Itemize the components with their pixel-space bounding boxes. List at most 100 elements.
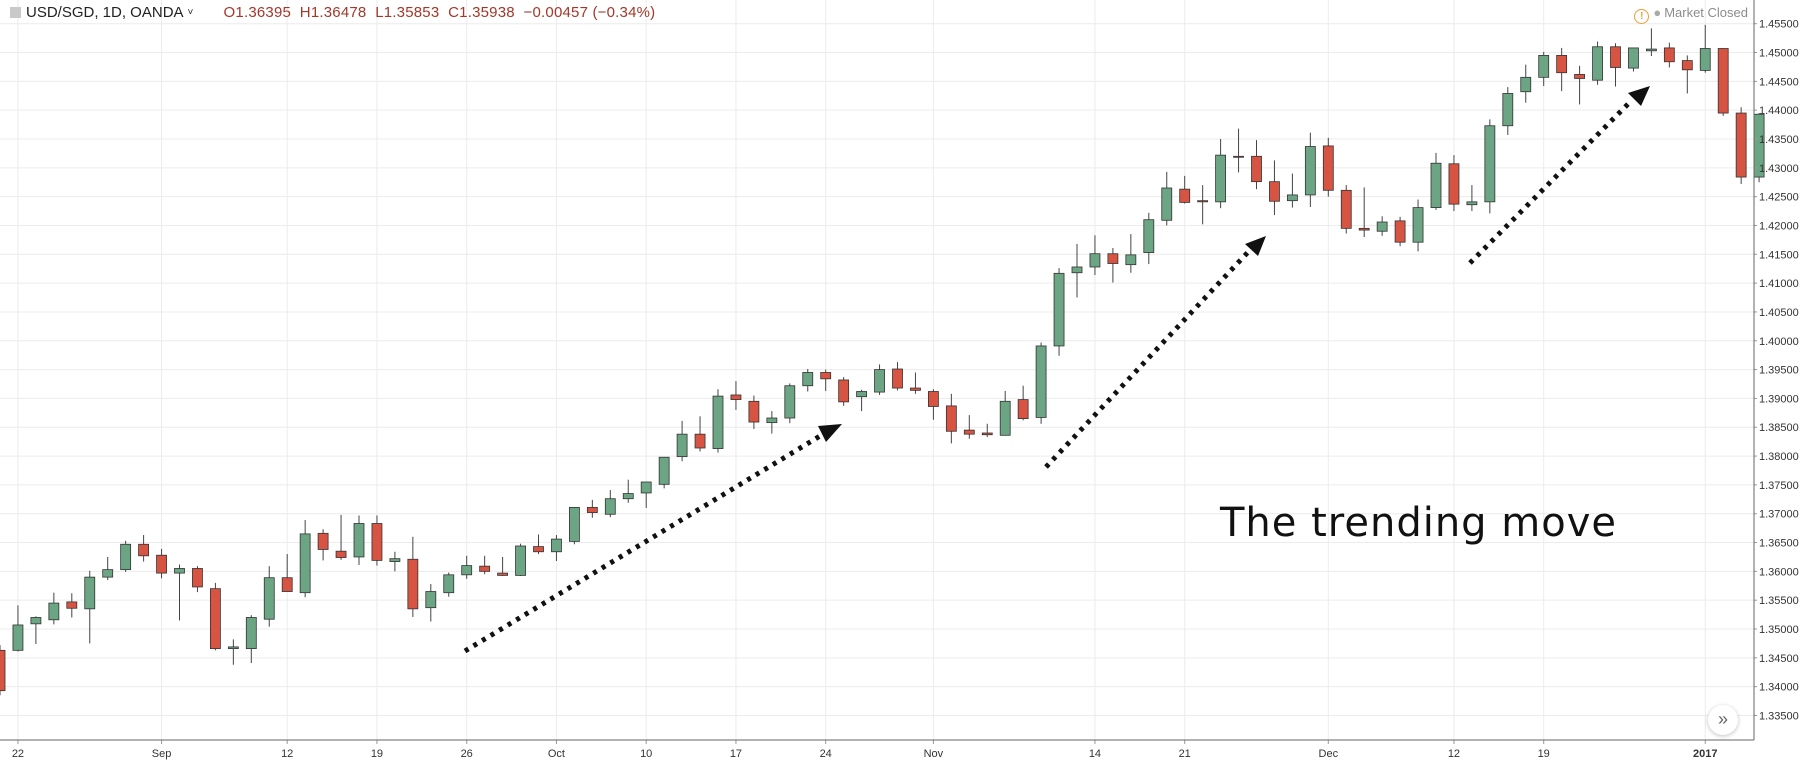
candle-up bbox=[551, 535, 562, 561]
candle-body bbox=[676, 433, 688, 458]
candle-down bbox=[1681, 55, 1693, 94]
candle-down bbox=[335, 514, 347, 560]
candle-body bbox=[174, 568, 185, 574]
candle-body bbox=[1538, 55, 1550, 78]
y-tick-label: 1.33500 bbox=[1759, 710, 1799, 722]
candle-body bbox=[586, 506, 598, 513]
y-tick-label: 1.40000 bbox=[1759, 336, 1799, 348]
trend-arrows bbox=[463, 86, 1650, 654]
candle-up bbox=[658, 456, 670, 489]
candle-up bbox=[120, 540, 132, 572]
candle-up bbox=[1053, 268, 1065, 356]
candle-down bbox=[838, 377, 850, 406]
candle-body bbox=[1197, 200, 1209, 203]
candle-down bbox=[0, 645, 6, 696]
x-tick-label: 12 bbox=[281, 748, 293, 760]
candle-up bbox=[1089, 235, 1101, 276]
candle-up bbox=[874, 364, 885, 395]
candle-body bbox=[1466, 201, 1478, 206]
candle-body bbox=[1556, 55, 1568, 74]
candle-body bbox=[1017, 399, 1029, 419]
candle-body bbox=[1735, 112, 1747, 178]
candle-body bbox=[138, 543, 150, 557]
candle-body bbox=[838, 379, 850, 403]
candle-down bbox=[1179, 175, 1191, 204]
candle-body bbox=[820, 372, 832, 380]
chart-legend[interactable]: USD/SGD, 1D, OANDA ˅ O1.36395 H1.36478 L1… bbox=[10, 4, 655, 21]
high-value: H1.36478 bbox=[299, 4, 367, 21]
candle-up bbox=[1125, 234, 1137, 273]
symbol-icon bbox=[10, 7, 21, 18]
candle-body bbox=[479, 565, 491, 572]
candle-up bbox=[443, 572, 455, 597]
candle-body bbox=[120, 543, 132, 571]
candle-body bbox=[1269, 181, 1280, 202]
candle-up bbox=[353, 515, 365, 566]
market-status-label: Market Closed bbox=[1664, 5, 1748, 20]
x-tick-label: Dec bbox=[1319, 748, 1339, 760]
candle-body bbox=[156, 554, 167, 574]
candle-body bbox=[443, 574, 455, 594]
y-tick-label: 1.36500 bbox=[1759, 538, 1799, 550]
candle-body bbox=[1287, 194, 1298, 202]
candle-up bbox=[1538, 51, 1550, 86]
candle-body bbox=[1107, 253, 1119, 264]
chevron-down-icon[interactable]: ˅ bbox=[187, 7, 194, 18]
candle-up bbox=[1412, 199, 1424, 252]
candle-up bbox=[263, 566, 275, 627]
x-tick-label: 19 bbox=[1538, 748, 1550, 760]
candle-body bbox=[622, 493, 634, 500]
y-tick-label: 1.36000 bbox=[1759, 566, 1799, 578]
candle-body bbox=[425, 591, 437, 609]
trend-arrow-3-head bbox=[1628, 86, 1650, 106]
x-tick-label: 21 bbox=[1179, 748, 1191, 760]
warning-icon[interactable]: ! bbox=[1634, 9, 1650, 24]
candle-down bbox=[730, 381, 742, 410]
candle-body bbox=[1502, 93, 1514, 127]
candle-down bbox=[1233, 128, 1244, 173]
candle-body bbox=[874, 369, 885, 393]
candle-up bbox=[676, 420, 688, 462]
candle-down bbox=[1358, 187, 1370, 238]
candle-down bbox=[317, 529, 329, 561]
candle-up bbox=[784, 383, 796, 424]
candle-up bbox=[1304, 132, 1316, 208]
candle-body bbox=[730, 394, 742, 400]
change-value: −0.00457 (−0.34%) bbox=[523, 4, 656, 21]
x-tick-label: 10 bbox=[640, 748, 652, 760]
candle-down bbox=[497, 556, 509, 576]
y-tick-label: 1.37000 bbox=[1759, 509, 1799, 521]
trend-annotation: The trending move bbox=[1220, 500, 1617, 546]
candle-body bbox=[84, 576, 96, 610]
candle-body bbox=[0, 649, 6, 692]
candle-up bbox=[174, 564, 185, 621]
status-dot-icon: ● bbox=[1653, 5, 1662, 20]
candle-up bbox=[1215, 139, 1226, 209]
candle-body bbox=[1340, 189, 1352, 229]
candle-up bbox=[299, 520, 311, 598]
candle-body bbox=[227, 646, 239, 650]
candle-down bbox=[748, 395, 760, 429]
candle-body bbox=[66, 601, 78, 609]
candle-down bbox=[1017, 385, 1029, 421]
candle-down bbox=[1322, 137, 1334, 197]
candle-up bbox=[48, 592, 60, 625]
candle-body bbox=[1304, 146, 1316, 196]
y-tick-label: 1.43500 bbox=[1759, 134, 1799, 146]
candle-up bbox=[1430, 152, 1442, 210]
scroll-to-latest-button[interactable]: » bbox=[1708, 705, 1738, 735]
y-tick-label: 1.34000 bbox=[1759, 682, 1799, 694]
candle-body bbox=[1035, 345, 1047, 418]
candle-body bbox=[640, 481, 652, 494]
candle-body bbox=[1215, 154, 1226, 203]
candle-down bbox=[1717, 48, 1729, 116]
candle-body bbox=[299, 533, 311, 594]
x-tick-label: 19 bbox=[371, 748, 383, 760]
candle-body bbox=[371, 523, 383, 561]
candle-body bbox=[1233, 155, 1244, 158]
symbol-title[interactable]: USD/SGD, 1D, OANDA bbox=[26, 4, 184, 21]
y-tick-label: 1.45000 bbox=[1759, 48, 1799, 60]
x-tick-label: 17 bbox=[730, 748, 742, 760]
y-tick-label: 1.38500 bbox=[1759, 422, 1799, 434]
